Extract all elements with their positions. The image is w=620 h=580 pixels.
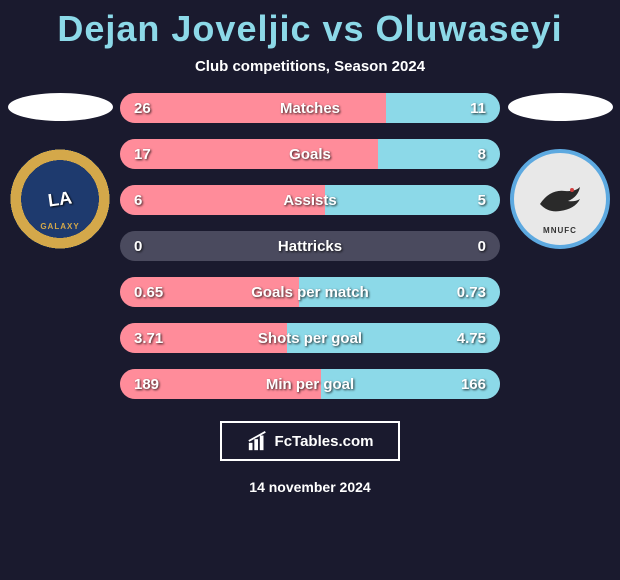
stat-left-value: 189 <box>134 376 159 393</box>
la-galaxy-logo: LA GALAXY <box>10 149 110 249</box>
loon-icon <box>530 169 590 229</box>
stat-row: 189 Min per goal 166 <box>120 369 500 399</box>
stat-right-value: 5 <box>478 192 486 209</box>
stat-right-value: 0.73 <box>457 284 486 301</box>
right-player-column: MNUFC <box>500 93 620 249</box>
main-area: LA GALAXY 26 Matches 11 17 Goals 8 6 Assists 5 0 H… <box>0 93 620 399</box>
stat-row: 0 Hattricks 0 <box>120 231 500 261</box>
date-text: 14 november 2024 <box>249 479 370 495</box>
stat-left-bar <box>120 93 386 123</box>
stat-row: 26 Matches 11 <box>120 93 500 123</box>
stat-row: 0.65 Goals per match 0.73 <box>120 277 500 307</box>
stat-right-value: 166 <box>461 376 486 393</box>
stat-left-value: 0 <box>134 238 142 255</box>
left-player-column: LA GALAXY <box>0 93 120 249</box>
stat-left-value: 3.71 <box>134 330 163 347</box>
page-title: Dejan Joveljic vs Oluwaseyi <box>57 8 562 50</box>
stat-right-value: 11 <box>470 100 486 117</box>
stat-label: Shots per goal <box>258 330 362 347</box>
stat-label: Goals <box>289 146 331 163</box>
stat-left-bar <box>120 139 378 169</box>
minnesota-logo-text: MNUFC <box>543 226 577 235</box>
stat-right-bar <box>325 185 500 215</box>
page-subtitle: Club competitions, Season 2024 <box>195 58 425 75</box>
stat-right-value: 4.75 <box>457 330 486 347</box>
stat-label: Goals per match <box>251 284 369 301</box>
stat-right-value: 8 <box>478 146 486 163</box>
stat-label: Min per goal <box>266 376 354 393</box>
stat-row: 17 Goals 8 <box>120 139 500 169</box>
branding-text: FcTables.com <box>275 433 374 450</box>
la-galaxy-logo-text: LA <box>47 187 74 211</box>
branding-badge: FcTables.com <box>220 421 400 461</box>
stat-label: Hattricks <box>278 238 342 255</box>
stat-right-value: 0 <box>478 238 486 255</box>
left-player-oval <box>8 93 113 121</box>
minnesota-logo: MNUFC <box>510 149 610 249</box>
stat-left-value: 0.65 <box>134 284 163 301</box>
right-player-oval <box>508 93 613 121</box>
stat-label: Assists <box>283 192 336 209</box>
stat-row: 6 Assists 5 <box>120 185 500 215</box>
stat-left-value: 26 <box>134 100 151 117</box>
stats-column: 26Matches1117Goals86Assists50Hattricks00… <box>120 93 500 399</box>
la-galaxy-logo-sub: GALAXY <box>40 222 79 231</box>
stat-row: 3.71 Shots per goal 4.75 <box>120 323 500 353</box>
stat-left-value: 6 <box>134 192 142 209</box>
chart-icon <box>247 430 269 452</box>
stat-left-value: 17 <box>134 146 151 163</box>
stat-label: Matches <box>280 100 340 117</box>
